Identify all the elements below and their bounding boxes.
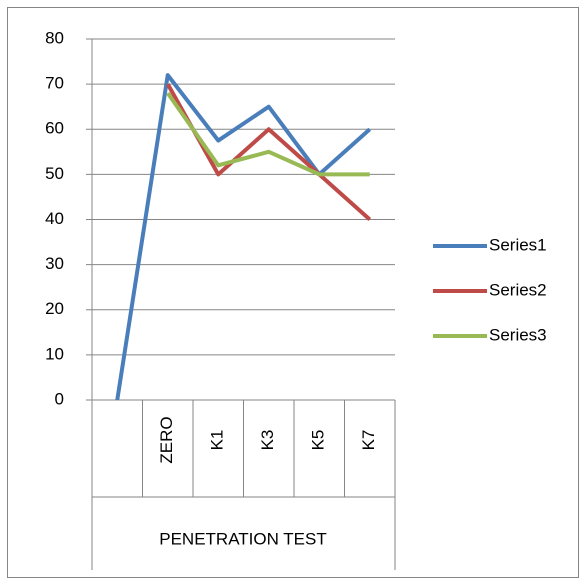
y-tick-label: 50: [45, 164, 64, 183]
y-tick-label: 40: [45, 209, 64, 228]
series-line: [166, 92, 370, 177]
legend-label: Series2: [489, 280, 547, 299]
y-tick-label: 80: [45, 28, 64, 47]
y-tick-label: 20: [45, 299, 64, 318]
x-tick-label: K7: [359, 430, 378, 451]
y-tick-label: 30: [45, 254, 64, 273]
y-tick-label: 0: [55, 389, 64, 408]
legend-label: Series1: [489, 235, 547, 254]
series-line: [115, 73, 372, 401]
x-tick-label: K5: [309, 430, 328, 451]
x-axis-label: PENETRATION TEST: [159, 529, 327, 548]
y-tick-label: 60: [45, 119, 64, 138]
legend-label: Series3: [489, 325, 547, 344]
y-tick-label: 70: [45, 74, 64, 93]
y-tick-label: 10: [45, 344, 64, 363]
x-tick-label: K1: [208, 430, 227, 451]
x-tick-label: K3: [258, 430, 277, 451]
x-tick-label: ZERO: [157, 416, 176, 463]
